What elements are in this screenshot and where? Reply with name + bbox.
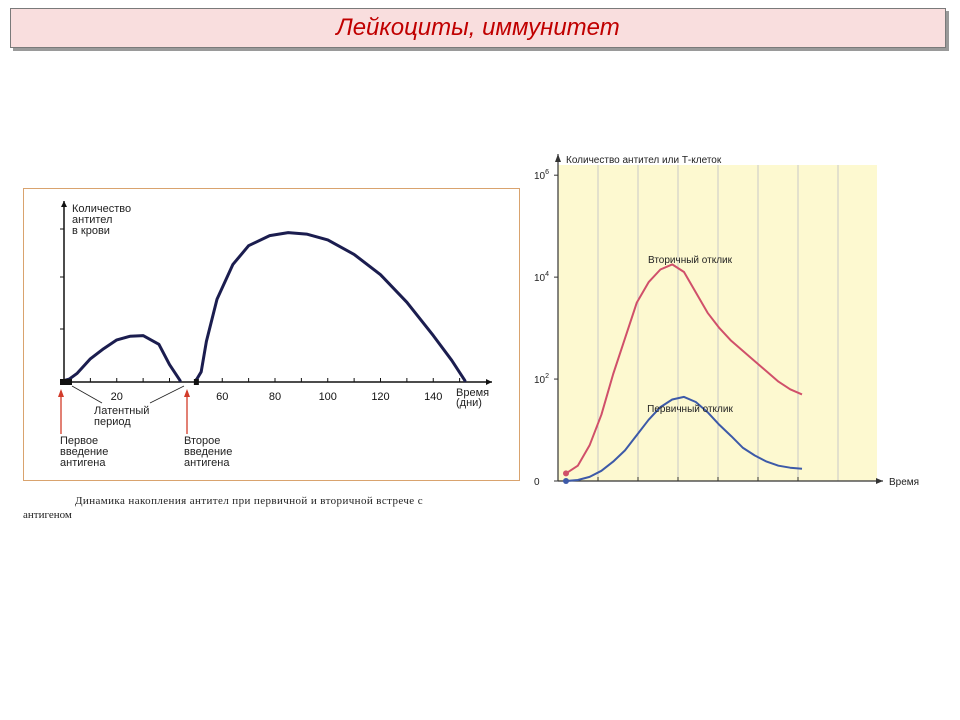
primary-response-curve [62, 334, 182, 383]
slide-title-bar: Лейкоциты, иммунитет [10, 8, 946, 48]
y-axis-arrow [555, 154, 561, 162]
left-figure-frame: 20 60 80 100 120 140 Количество антител в крови В… [23, 188, 520, 481]
y-tick-label: 0 [534, 477, 540, 488]
x-axis-label: Время [889, 477, 919, 488]
latent-pointer-2 [149, 385, 185, 404]
x-axis-label: Время (дни) [456, 387, 489, 409]
left-chart: 20 60 80 100 120 140 Количество антител в крови В… [58, 201, 492, 469]
secondary-response-curve [194, 231, 467, 383]
latent-period-label: Латентный период [94, 405, 149, 428]
y-tick-label: 104 [534, 271, 549, 284]
first-injection-marker [60, 379, 72, 385]
x-axis-arrow [876, 478, 883, 484]
caption-line-1: Динамика накопления антител при первично… [75, 495, 424, 507]
y-axis-arrow [61, 201, 67, 207]
second-injection-label: Второе введение антигена [184, 435, 232, 469]
x-axis-arrow [486, 379, 492, 385]
x-tick-label: 100 [319, 391, 337, 403]
y-axis-label: Количество антител или Т-клеток [566, 155, 722, 166]
series-label-primary: Первичный отклик [647, 404, 733, 415]
figure-caption: Динамика накопления антител при первично… [23, 494, 523, 522]
x-tick-label: 140 [424, 391, 442, 403]
first-injection-label: Первое введение антигена [60, 435, 108, 469]
secondary-start-point [563, 470, 569, 477]
caption-line-2: антигеном [23, 509, 72, 521]
slide-title: Лейкоциты, иммунитет [336, 14, 620, 41]
series-label-secondary: Вторичный отклик [648, 255, 733, 266]
second-injection-marker [193, 379, 199, 385]
y-tick-label: 102 [534, 373, 549, 386]
x-tick-label: 80 [269, 391, 281, 403]
secondary-response-line [565, 263, 803, 475]
x-tick-label: 20 [111, 391, 123, 403]
primary-response-line [565, 395, 803, 482]
second-injection-arrow-head [184, 389, 190, 397]
x-tick-label: 60 [216, 391, 228, 403]
y-tick-label: 106 [534, 169, 549, 182]
first-injection-arrow-head [58, 389, 64, 397]
x-tick-label: 120 [371, 391, 389, 403]
primary-start-point [563, 478, 569, 484]
latent-pointer-1 [71, 385, 103, 404]
right-chart: Количество антител или Т-клеток Время 0 102… [534, 154, 919, 488]
y-axis-label: Количество антител в крови [72, 203, 131, 237]
